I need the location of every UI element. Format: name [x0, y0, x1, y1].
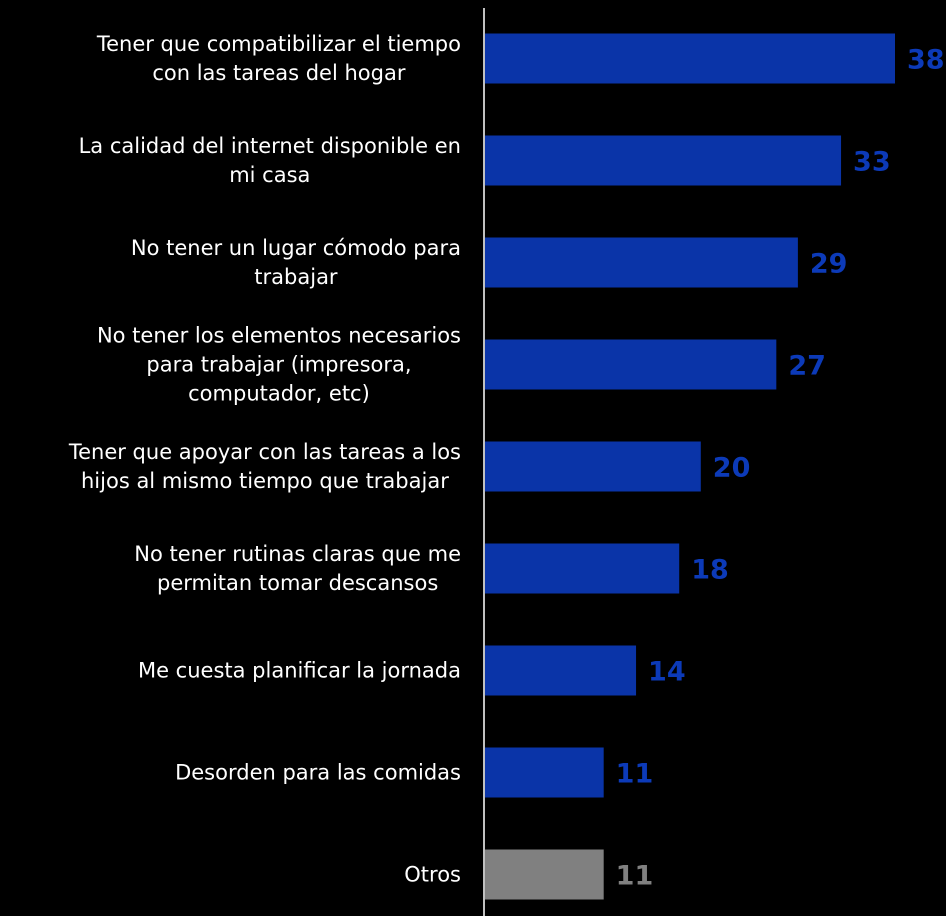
category-label-line: con las tareas del hogar — [152, 61, 405, 85]
category-label: Tener que compatibilizar el tiempo con la… — [96, 32, 461, 85]
bar — [485, 237, 798, 288]
category-label-line: No tener un lugar cómodo para — [131, 236, 461, 260]
category-label: Otros — [404, 863, 461, 887]
bar — [485, 33, 895, 84]
bar — [485, 747, 604, 798]
category-label: La calidad del internet disponible en mi … — [79, 134, 461, 187]
category-label-line: Otros — [404, 863, 461, 887]
category-label-line: No tener los elementos necesarios — [97, 324, 461, 348]
bar-value-label: 18 — [691, 555, 729, 586]
category-label-line: Tener que compatibilizar el tiempo — [96, 32, 461, 56]
bar-value-label: 14 — [648, 657, 686, 688]
category-label-line: computador, etc) — [188, 382, 370, 406]
category-label-line: Me cuesta planificar la jornada — [138, 659, 461, 683]
category-label: No tener los elementos necesarios para tr… — [97, 324, 461, 406]
category-label-line: permitan tomar descansos — [157, 571, 438, 595]
category-label-line: Desorden para las comidas — [175, 761, 461, 785]
category-label-line: La calidad del internet disponible en — [79, 134, 461, 158]
category-label: Me cuesta planificar la jornada — [138, 659, 461, 683]
category-label: No tener un lugar cómodo para trabajar — [131, 236, 461, 289]
bar — [485, 543, 680, 594]
category-label-line: trabajar — [254, 265, 338, 289]
bar-value-label: 11 — [616, 759, 654, 790]
bar — [485, 849, 604, 900]
category-labels-group: Tener que compatibilizar el tiempo con la… — [68, 32, 461, 887]
category-label-line: Tener que apoyar con las tareas a los — [68, 440, 461, 464]
bar — [485, 645, 637, 696]
category-label-line: hijos al mismo tiempo que trabajar — [81, 469, 449, 493]
category-label-line: No tener rutinas claras que me — [134, 542, 461, 566]
bar — [485, 441, 701, 492]
bar-value-label: 38 — [907, 45, 945, 76]
bar — [485, 135, 842, 186]
bar — [485, 339, 777, 390]
category-label-line: para trabajar (impresora, — [146, 353, 411, 377]
category-label: Tener que apoyar con las tareas a los hij… — [68, 440, 461, 493]
value-labels-group: 38 33 29 27 20 18 14 11 11 — [616, 45, 945, 892]
bar-value-label: 11 — [616, 861, 654, 892]
category-label: No tener rutinas claras que me permitan t… — [134, 542, 461, 595]
bar-value-label: 33 — [853, 147, 891, 178]
bar-value-label: 27 — [788, 351, 826, 382]
category-label: Desorden para las comidas — [175, 761, 461, 785]
bar-value-label: 29 — [810, 249, 848, 280]
bars-group — [485, 33, 895, 900]
category-label-line: mi casa — [229, 163, 310, 187]
bar-value-label: 20 — [713, 453, 751, 484]
